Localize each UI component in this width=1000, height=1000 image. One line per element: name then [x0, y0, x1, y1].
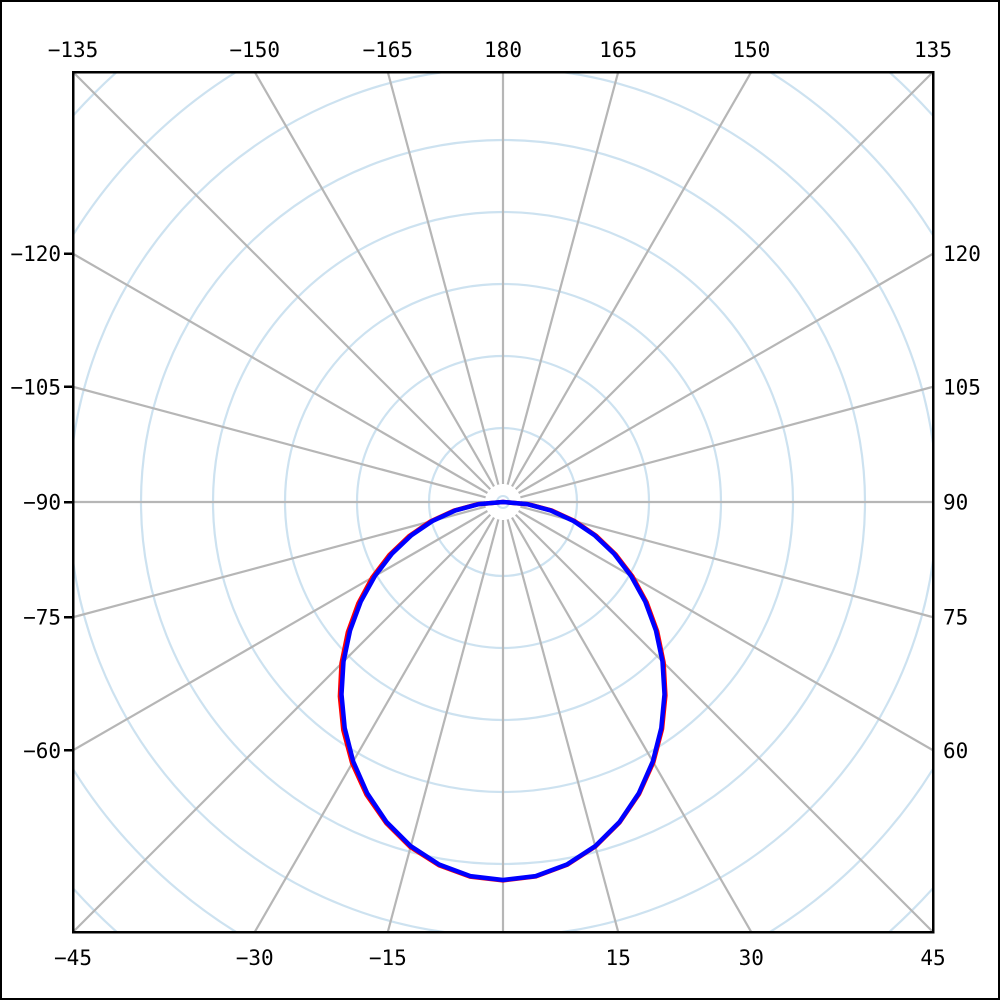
spoke-gridline: [254, 517, 495, 931]
angle-label-120: 120: [943, 242, 981, 266]
angle-label-180: 180: [484, 38, 522, 62]
spoke-gridline: [511, 73, 752, 487]
spoke-gridline: [514, 73, 932, 491]
spoke-gridline: [520, 385, 932, 499]
angle-label--75: −75: [23, 606, 61, 630]
angle-label-75: 75: [943, 606, 968, 630]
angle-label--150: −150: [229, 38, 280, 62]
angle-label-90: 90: [943, 491, 968, 515]
angle-label--15: −15: [369, 946, 407, 970]
angle-label-150: 150: [732, 38, 770, 62]
series-blue-curve: [339, 499, 667, 883]
spoke-gridline: [520, 505, 932, 619]
angle-label--120: −120: [10, 242, 61, 266]
spoke-gridline: [254, 73, 495, 487]
spoke-gridline: [386, 73, 500, 485]
angle-label-165: 165: [599, 38, 637, 62]
spoke-gridline: [74, 385, 486, 499]
angle-label-105: 105: [943, 375, 981, 399]
spoke-gridline: [514, 513, 932, 931]
angle-label--105: −105: [10, 375, 61, 399]
spoke-gridline: [74, 73, 492, 491]
angle-label--90: −90: [23, 491, 61, 515]
spoke-gridline: [74, 505, 486, 619]
spoke-gridline: [518, 253, 932, 494]
spoke-gridline: [511, 517, 752, 931]
angle-label--165: −165: [363, 38, 414, 62]
angle-label--60: −60: [23, 739, 61, 763]
spoke-gridline: [74, 513, 492, 931]
spoke-gridline: [74, 510, 488, 751]
angle-label-135: 135: [914, 38, 952, 62]
spoke-gridline: [74, 253, 488, 494]
angle-label-45: 45: [920, 946, 945, 970]
spoke-gridline: [518, 510, 932, 751]
angle-label-30: 30: [739, 946, 764, 970]
angle-label-15: 15: [606, 946, 631, 970]
angle-label--30: −30: [236, 946, 274, 970]
angle-label-60: 60: [943, 739, 968, 763]
spoke-gridline: [506, 73, 620, 485]
angle-label--135: −135: [48, 38, 99, 62]
angle-label--45: −45: [54, 946, 92, 970]
